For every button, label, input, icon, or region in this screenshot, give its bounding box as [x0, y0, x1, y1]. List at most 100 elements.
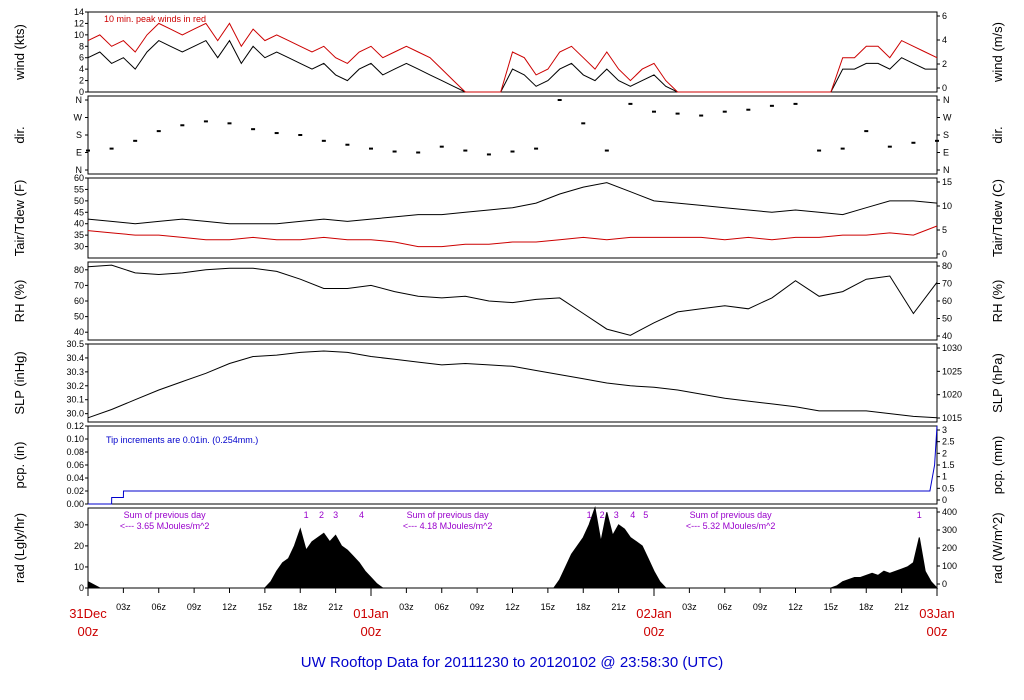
- dir-point: [722, 110, 727, 113]
- ytick-right: 3: [942, 425, 947, 435]
- daily-note-line1: Sum of previous day: [407, 510, 490, 520]
- dir-point: [369, 147, 373, 150]
- day-tick-date: 31Dec: [69, 606, 107, 621]
- ylabel-right: rad (W/m^2): [990, 512, 1005, 583]
- ytick-right: N: [943, 95, 950, 105]
- xtick-label: 09z: [187, 602, 202, 612]
- panel-rh: RH (%) RH (%) 40 50 60 70 80 40 50 60 70 80: [12, 261, 1005, 341]
- ytick-left: 80: [74, 265, 84, 275]
- ytick-left: 35: [74, 230, 84, 240]
- ytick-right: 2: [942, 448, 947, 458]
- panel-frame: [87, 507, 938, 589]
- dir-point: [510, 150, 515, 153]
- dir-point: [345, 143, 350, 146]
- ytick-right: 0: [942, 249, 947, 259]
- rad-area: [87, 506, 939, 589]
- ytick-left: 0.02: [66, 486, 84, 496]
- rad-marker: 1: [304, 510, 309, 520]
- ylabel-right: SLP (hPa): [990, 353, 1005, 413]
- ytick-left: 30.1: [66, 395, 84, 405]
- xtick-label: 15z: [824, 602, 839, 612]
- ytick-left: 20: [74, 541, 84, 551]
- ytick-left: 0.00: [66, 499, 84, 509]
- series-line-0: [87, 182, 938, 225]
- ytick-left: 10: [74, 30, 84, 40]
- dir-point: [109, 147, 114, 150]
- ytick-left: 70: [74, 280, 84, 290]
- ytick-right: S: [943, 130, 949, 140]
- dir-point: [557, 99, 562, 101]
- day-tick-date: 02Jan: [636, 606, 671, 621]
- rad-marker: 1: [587, 510, 592, 520]
- ytick-right: 60: [942, 296, 952, 306]
- dir-point: [133, 139, 138, 142]
- chart-title: UW Rooftop Data for 20111230 to 20120102…: [301, 654, 723, 671]
- ytick-left: 2: [79, 76, 84, 86]
- xtick-label: 18z: [859, 602, 874, 612]
- ytick-left: 40: [74, 219, 84, 229]
- ytick-left: 8: [79, 41, 84, 51]
- ytick-left: 4: [79, 64, 84, 74]
- rad-marker: 4: [359, 510, 364, 520]
- day-tick-hour: 00z: [361, 624, 382, 639]
- dir-point: [817, 149, 822, 152]
- dir-point: [392, 150, 397, 153]
- ytick-right: 0: [942, 495, 947, 505]
- daily-note-line2: <--- 3.65 MJoules/m^2: [120, 521, 210, 531]
- ytick-right: 1030: [942, 343, 962, 353]
- ytick-right: 1: [942, 472, 947, 482]
- ytick-right: 1015: [942, 413, 962, 423]
- ytick-left: 30.0: [66, 409, 84, 419]
- dir-point: [534, 147, 539, 150]
- ytick-left: 0: [79, 87, 84, 97]
- dir-point: [486, 153, 491, 156]
- series-line: [87, 350, 938, 419]
- ylabel-right: pcp. (mm): [990, 436, 1005, 495]
- series-line-1: [87, 225, 938, 248]
- rad-marker: 2: [319, 510, 324, 520]
- daily-note-line1: Sum of previous day: [690, 510, 773, 520]
- ylabel-right: dir.: [990, 126, 1005, 143]
- xtick-label: 12z: [788, 602, 803, 612]
- rad-marker: 2: [600, 510, 605, 520]
- xtick-label: 03z: [682, 602, 697, 612]
- ytick-right: 70: [942, 279, 952, 289]
- ytick-right: 80: [942, 261, 952, 271]
- day-tick-hour: 00z: [644, 624, 665, 639]
- dir-point: [86, 149, 90, 152]
- ytick-right: 0.5: [942, 483, 955, 493]
- daily-note-line1: Sum of previous day: [124, 510, 207, 520]
- xtick-label: 18z: [293, 602, 308, 612]
- ylabel-left: RH (%): [12, 280, 27, 323]
- ytick-left: 60: [74, 296, 84, 306]
- ylabel-left: wind (kts): [12, 24, 27, 81]
- ytick-left: 45: [74, 207, 84, 217]
- ytick-left: 50: [74, 196, 84, 206]
- ytick-right: 4: [942, 35, 947, 45]
- panel-annotation: 10 min. peak winds in red: [104, 14, 206, 24]
- ytick-left: N: [76, 165, 83, 175]
- xtick-label: 15z: [541, 602, 556, 612]
- rad-marker: 3: [614, 510, 619, 520]
- ytick-right: 0: [942, 579, 947, 589]
- ytick-left: 40: [74, 327, 84, 337]
- series-line: [87, 264, 938, 336]
- xtick-label: 06z: [717, 602, 732, 612]
- ylabel-left: dir.: [12, 126, 27, 143]
- ylabel-right: Tair/Tdew (C): [990, 179, 1005, 257]
- ytick-left: N: [76, 95, 83, 105]
- panel-frame: [87, 11, 938, 93]
- panel-annotation: Tip increments are 0.01in. (0.254mm.): [106, 435, 258, 445]
- ytick-left: 0.08: [66, 447, 84, 457]
- ytick-right: 200: [942, 543, 957, 553]
- dir-point: [864, 130, 869, 133]
- dir-point: [746, 108, 751, 111]
- ytick-right: 300: [942, 525, 957, 535]
- dir-point: [793, 102, 798, 105]
- ytick-right: 2.5: [942, 437, 955, 447]
- xtick-label: 21z: [328, 602, 343, 612]
- panel-rad: rad (Lgly/hr) rad (W/m^2)0102030010020030…: [12, 506, 1005, 593]
- dir-point: [321, 139, 326, 142]
- dir-point: [935, 139, 939, 142]
